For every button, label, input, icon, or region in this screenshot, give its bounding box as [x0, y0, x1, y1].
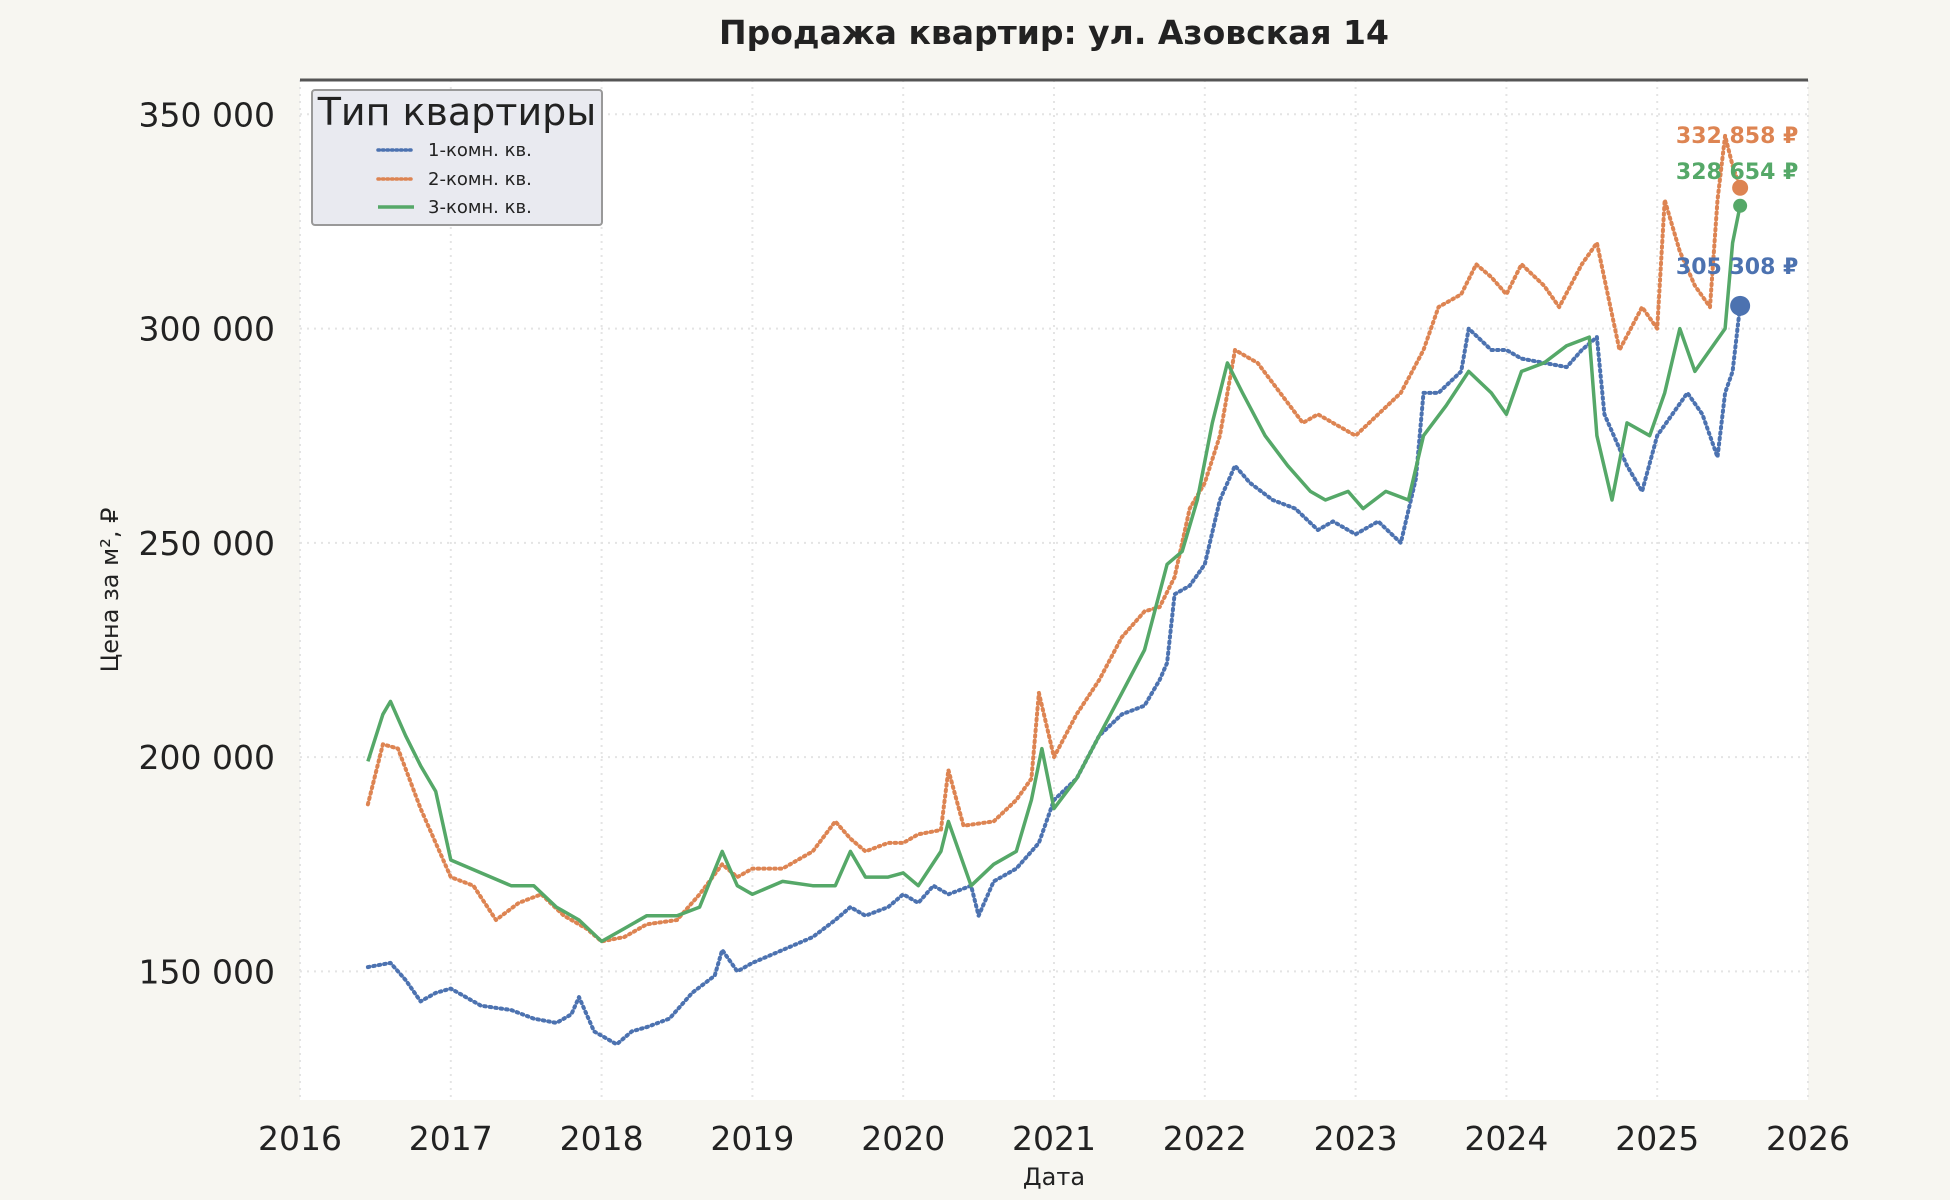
series-line-3: [366, 205, 1742, 944]
legend: Тип квартиры 1-комн. кв. 2-комн. кв. 3-к…: [311, 89, 603, 226]
legend-label-1: 1-комн. кв.: [428, 140, 532, 161]
y-axis-label: Цена за м², ₽: [96, 508, 124, 673]
grid: [299, 80, 1809, 1100]
end-value-label-1: 305 308 ₽: [1676, 255, 1798, 280]
series-line-1: [365, 303, 1743, 1047]
x-tick-label: 2017: [409, 1119, 493, 1158]
plot-area: [300, 80, 1808, 1100]
series-lines: [365, 133, 1743, 1047]
y-tick-label: 350 000: [139, 95, 275, 134]
y-tick-label: 300 000: [139, 310, 275, 349]
x-tick-label: 2023: [1314, 1119, 1398, 1158]
end-marker-1: [1730, 295, 1751, 316]
legend-box: [311, 89, 603, 226]
y-tick-label: 150 000: [139, 952, 275, 991]
x-tick-label: 2019: [710, 1119, 794, 1158]
legend-label-2: 2-комн. кв.: [428, 169, 532, 190]
end-markers: 305 308 ₽ 332 858 ₽ 328 654 ₽: [1676, 124, 1798, 316]
end-value-label-3: 328 654 ₽: [1676, 160, 1798, 185]
x-tick-label: 2020: [861, 1119, 945, 1158]
y-tick-label: 250 000: [139, 524, 275, 563]
x-tick-label: 2018: [560, 1119, 644, 1158]
chart-title: Продажа квартир: ул. Азовская 14: [719, 13, 1389, 52]
x-tick-label: 2024: [1464, 1119, 1548, 1158]
x-tick-label: 2016: [258, 1119, 342, 1158]
x-axis-label: Дата: [1023, 1163, 1085, 1191]
x-tick-label: 2025: [1615, 1119, 1699, 1158]
x-tick-label: 2022: [1163, 1119, 1247, 1158]
legend-label-3: 3-комн. кв.: [428, 197, 532, 218]
legend-title: Тип квартиры: [317, 90, 597, 134]
end-marker-3: [1733, 198, 1748, 213]
end-marker-2: [1732, 179, 1749, 196]
tick-labels: 2016 2017 2018 2019 2020 2021 2022 2023 2024 2025…: [139, 95, 1850, 1158]
end-value-label-2: 332 858 ₽: [1676, 124, 1798, 149]
x-tick-label: 2021: [1012, 1119, 1096, 1158]
x-tick-label: 2026: [1766, 1119, 1850, 1158]
y-tick-label: 200 000: [139, 738, 275, 777]
series-line-2: [365, 133, 1743, 944]
